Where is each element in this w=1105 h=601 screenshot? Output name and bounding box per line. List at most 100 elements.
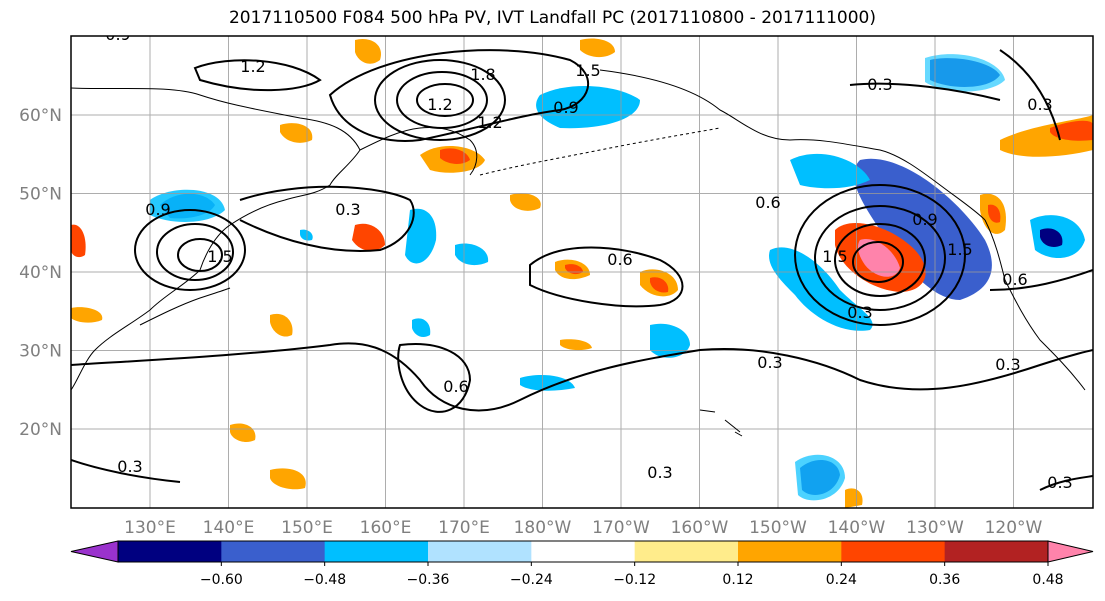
shade-blue-aleut [536, 85, 640, 129]
lon-tick-label: 140°W [828, 518, 886, 538]
aleutian-chain [479, 127, 721, 176]
ivt-contours [71, 49, 1093, 491]
shade-red-canada [1050, 120, 1093, 141]
shade-orange-2 [510, 193, 541, 211]
colorbar-box [738, 541, 842, 562]
colorbar-tick-label: 0.36 [929, 572, 960, 588]
map-frame [70, 35, 1094, 509]
pv-shading [71, 38, 1093, 508]
contour-labels: 0.9 1.2 1.8 1.5 1.2 0.9 0.9 1.5 0.3 0.6 0.6 0.6 0.3 0… [105, 36, 1072, 492]
contour-label: 0.9 [145, 200, 170, 219]
contour-03-se [1039, 475, 1093, 491]
contour-gulf-2 [814, 205, 946, 311]
contour-mid-06 [529, 246, 684, 308]
latitude-labels: 60°N 50°N 40°N 30°N 20°N [19, 106, 62, 440]
contour-kamchatka-1 [374, 59, 506, 141]
lon-tick-label: 150°E [281, 518, 333, 538]
contour-label: 0.6 [443, 377, 468, 396]
lon-tick-label: 160°E [360, 518, 412, 538]
shade-red-ok [440, 148, 470, 164]
colorbar-ticks: −0.60 −0.48 −0.36 −0.24 −0.12 0.12 0.24 0.36 0.4… [200, 562, 1064, 588]
colorbar-tick-label: 0.12 [722, 572, 753, 588]
contour-label: 1.5 [822, 247, 847, 266]
contour-12-north [193, 59, 322, 92]
shade-orange-7 [280, 123, 313, 143]
shade-red-4 [650, 277, 669, 293]
colorbar-box [944, 541, 1049, 562]
shade-orange-top2 [355, 38, 381, 64]
contour-03-alaska [849, 82, 1001, 101]
chart-title: 2017110500 F084 500 hPa PV, IVT Landfall… [228, 8, 876, 28]
contour-label: 1.2 [477, 113, 502, 132]
contour-label: 1.5 [947, 240, 972, 259]
colorbar-tick-label: 0.48 [1032, 572, 1063, 588]
colorbar-tick-label: −0.36 [407, 572, 450, 588]
lat-tick-label: 40°N [19, 263, 62, 283]
shade-lightblue-5 [795, 454, 845, 501]
contour-low-japan-1 [134, 209, 246, 291]
shade-pink-low [857, 239, 900, 277]
contour-kamchatka-2 [396, 71, 488, 129]
colorbar-tick-label: −0.48 [303, 572, 346, 588]
shade-blue-bc [769, 247, 873, 331]
colorbar [70, 540, 1094, 563]
contour-label: 0.9 [553, 98, 578, 117]
lon-tick-label: 130°E [124, 518, 176, 538]
contour-label: 0.3 [335, 200, 360, 219]
shade-orange-top [580, 38, 615, 58]
shade-lightblue-gulf [790, 153, 870, 189]
colorbar-box [221, 541, 326, 562]
colorbar-tick-label: 0.24 [826, 572, 857, 588]
hawaii [699, 409, 743, 437]
lat-tick-label: 50°N [19, 185, 62, 205]
lat-tick-label: 30°N [19, 342, 62, 362]
coast-na [984, 219, 1086, 391]
contour-label: 0.3 [117, 457, 142, 476]
shade-blue-e-pacific [650, 323, 690, 358]
contour-gulf-1 [794, 184, 966, 326]
shade-orange-8 [270, 313, 293, 337]
colorbar-box [531, 541, 636, 562]
lon-tick-label: 180°W [514, 518, 572, 538]
coast-asia [71, 87, 361, 391]
contour-kamchatka-outer [328, 49, 590, 142]
contour-label: 0.3 [1027, 95, 1052, 114]
contour-03-north [239, 185, 415, 252]
lat-tick-label: 20°N [19, 420, 62, 440]
shade-blue-4 [520, 375, 575, 391]
contour-low-japan-3 [177, 238, 223, 272]
contour-06-south [397, 343, 472, 413]
shade-orange-5 [230, 423, 256, 443]
shade-orange-9 [845, 488, 863, 508]
coastlines [71, 69, 1086, 437]
longitude-labels: 130°E 140°E 150°E 160°E 170°E 180°W 170°W 160°W… [124, 518, 1042, 538]
colorbar-frame [117, 540, 1049, 563]
contour-label: 1.2 [427, 95, 452, 114]
lon-tick-label: 140°E [203, 518, 255, 538]
colorbar-box [841, 541, 946, 562]
contour-low-japan-2 [156, 223, 234, 281]
shade-orange-sw [71, 307, 103, 323]
contour-label: 0.3 [1047, 473, 1072, 492]
shade-blue-gulf [853, 158, 992, 300]
lon-tick-label: 150°W [749, 518, 807, 538]
shade-blue-3 [455, 243, 489, 266]
contour-label: 1.5 [207, 247, 232, 266]
contour-label: 0.3 [995, 355, 1020, 374]
colorbar-tick-label: −0.12 [613, 572, 656, 588]
shade-lightblue-alaska [925, 54, 1005, 92]
shade-orange-nw [71, 224, 86, 258]
colorbar-tick-label: −0.60 [200, 572, 243, 588]
shade-red-bc [988, 204, 1001, 223]
contour-03-broad [71, 342, 1093, 412]
colorbar-box [118, 541, 222, 562]
contour-label: 0.3 [867, 75, 892, 94]
colorbar-tick-label: −0.24 [510, 572, 553, 588]
shade-blue-6 [412, 318, 431, 338]
contour-label: 1.5 [575, 61, 600, 80]
coast-japan [139, 287, 231, 326]
colorbar-box [428, 541, 532, 562]
lon-tick-label: 120°W [985, 518, 1043, 538]
contour-label: 0.9 [912, 210, 937, 229]
